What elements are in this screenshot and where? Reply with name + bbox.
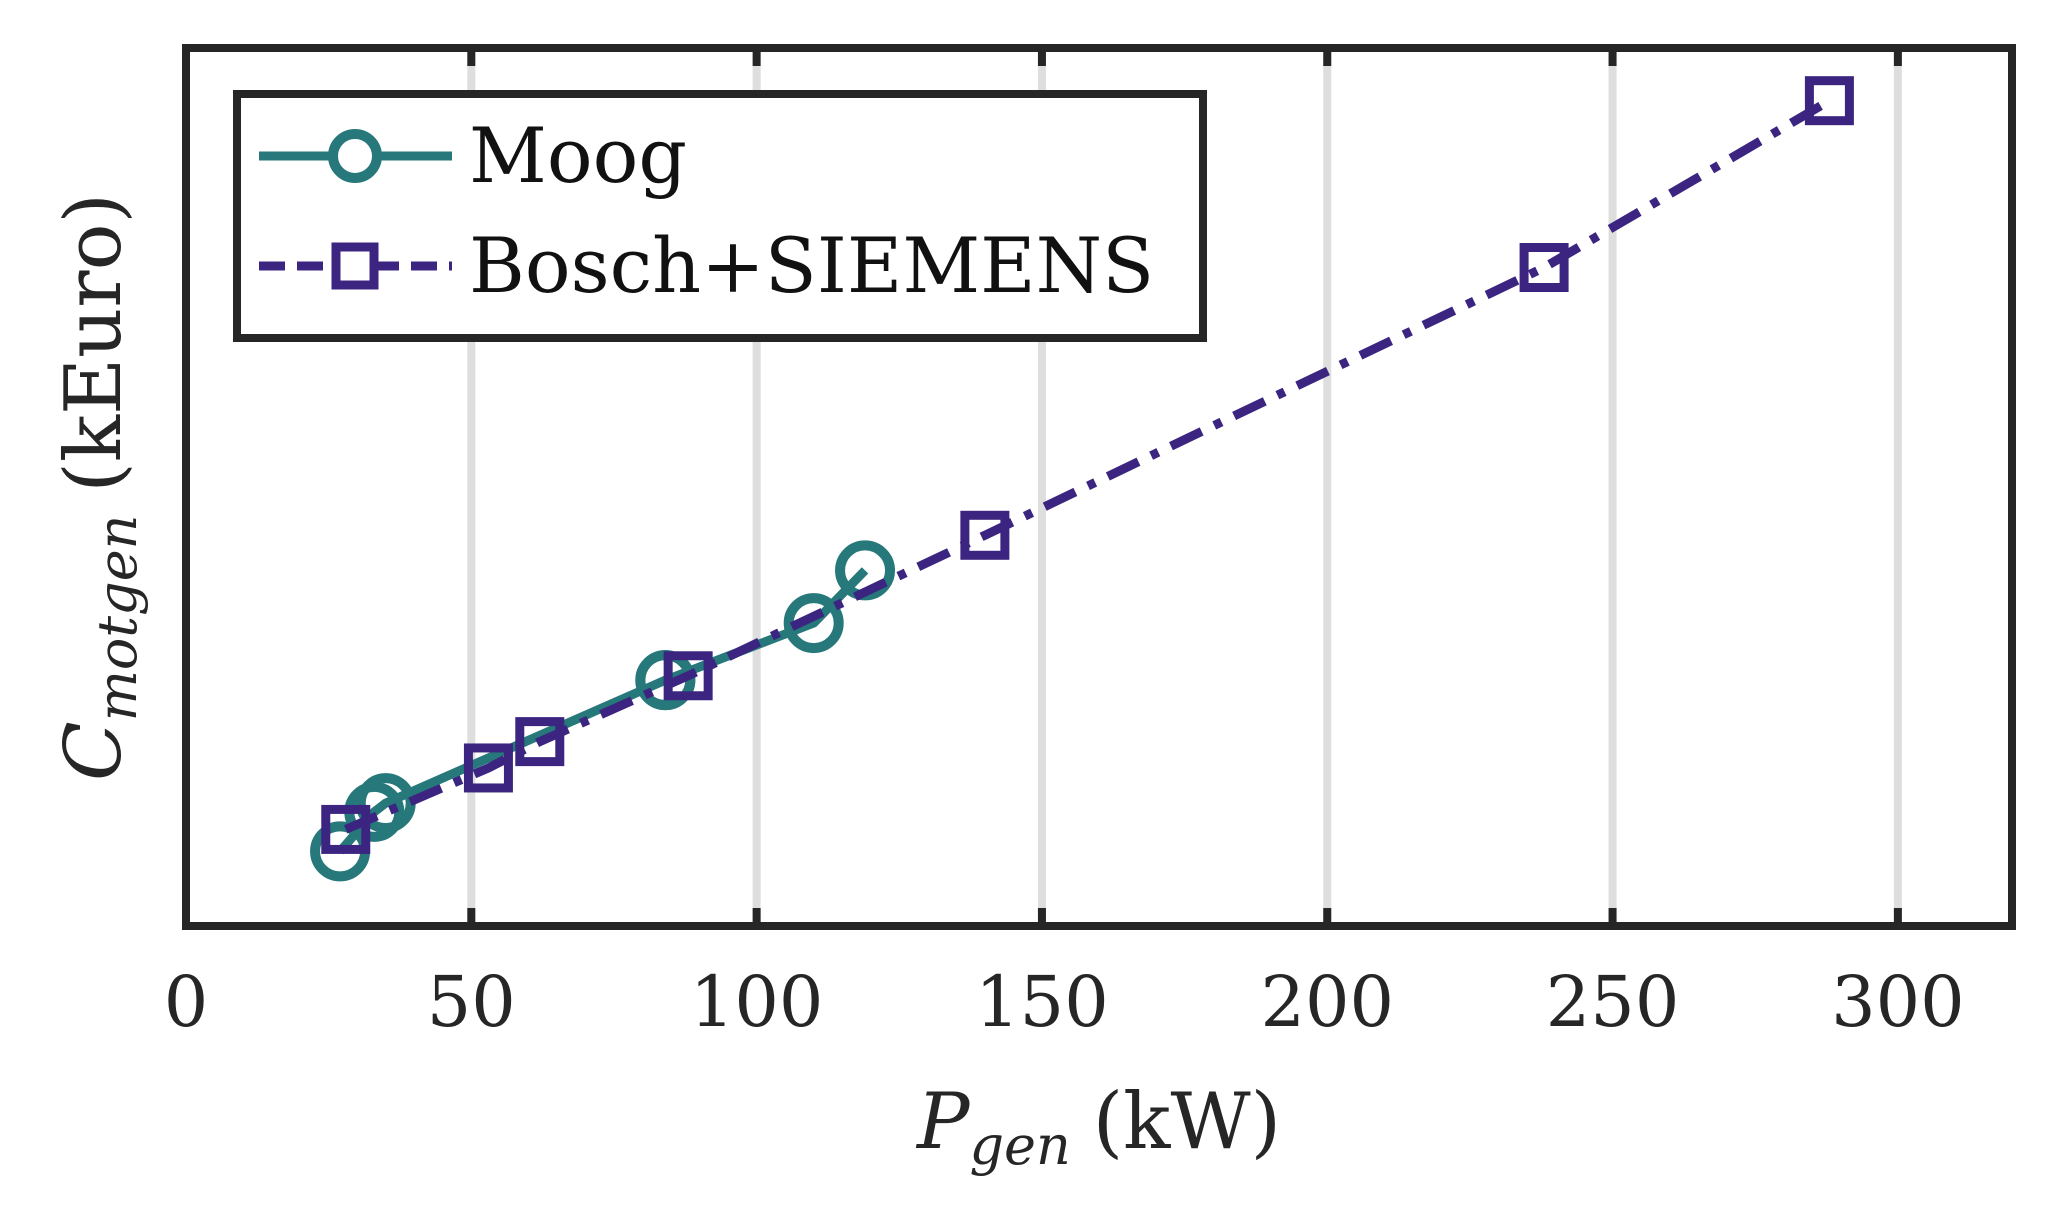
data-point [783,593,844,654]
data-point [515,717,565,767]
legend-marker [328,129,382,183]
x-axis-ticks: 0 50 100 150 200 250 300 [164,48,1965,1043]
x-tick-label: 100 [690,961,824,1043]
x-tick-label: 50 [427,961,516,1043]
y-axis-label-unit: (kEuro) [49,193,139,493]
x-tick-label: 200 [1260,961,1394,1043]
x-tick-label: 300 [1831,961,1965,1043]
legend-label: Bosch+SIEMENS [469,221,1154,310]
data-point [663,651,713,701]
x-axis-label: Pgen (kW) [915,1077,1281,1177]
data-point [463,743,513,793]
legend: Moog Bosch+SIEMENS [233,90,1207,342]
data-point [960,510,1010,560]
x-axis-label-unit: (kW) [1093,1077,1281,1167]
legend-label: Moog [469,111,687,200]
legend-marker [331,242,379,290]
series-line [343,96,1832,834]
y-axis-label-sub: motgen [86,515,149,722]
series-bosch-siemens [321,76,1854,854]
data-point [321,804,371,854]
legend-box [233,90,1207,342]
legend-item: Moog [259,111,687,200]
x-axis-label-sub: gen [969,1114,1070,1177]
data-point [1804,76,1854,126]
legend-item: Bosch+SIEMENS [259,221,1154,310]
x-tick-label: 0 [164,961,209,1043]
x-tick-label: 250 [1546,961,1680,1043]
x-tick-label: 150 [975,961,1109,1043]
y-axis-label-main: C [49,721,139,781]
plot-series [310,76,1854,882]
x-axis-label-main: P [915,1077,971,1167]
y-axis-label: Cmotgen (kEuro) [49,193,149,781]
data-point [1519,243,1569,292]
plot-frame [182,44,2016,930]
